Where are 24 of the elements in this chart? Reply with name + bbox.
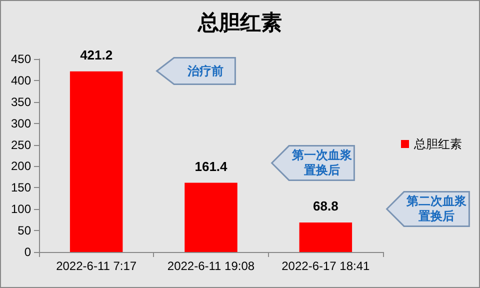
annotation: 第一次血浆置换后 — [291, 148, 353, 178]
y-tick-label: 200 — [10, 159, 32, 174]
x-tick-label: 2022-6-17 18:41 — [282, 259, 370, 273]
y-tick-label: 100 — [10, 202, 32, 216]
y-tick-label: 400 — [10, 73, 32, 88]
x-tick-label: 2022-6-11 19:08 — [167, 259, 255, 273]
annotation: 治疗前 — [186, 64, 224, 79]
data-label: 161.4 — [194, 158, 228, 174]
x-tick-label: 2022-6-11 7:17 — [56, 259, 137, 273]
y-tick-label: 350 — [10, 94, 32, 109]
y-tick-label: 50 — [18, 224, 32, 238]
y-tick-label: 450 — [10, 52, 32, 66]
text: 第二次血浆置换后 — [406, 194, 468, 224]
y-tick-label: 150 — [10, 180, 32, 195]
bar — [184, 182, 238, 252]
bar — [299, 222, 352, 252]
data-label: 68.8 — [313, 198, 338, 214]
y-tick-label: 250 — [10, 138, 32, 152]
y-tick-label: 300 — [10, 116, 32, 130]
data-label: 421.2 — [80, 47, 113, 62]
y-tick-label: 0 — [24, 245, 32, 259]
bar — [70, 71, 123, 252]
chart-title: 总胆红素 — [197, 10, 282, 34]
legend-label: 总胆红素 — [413, 137, 462, 151]
